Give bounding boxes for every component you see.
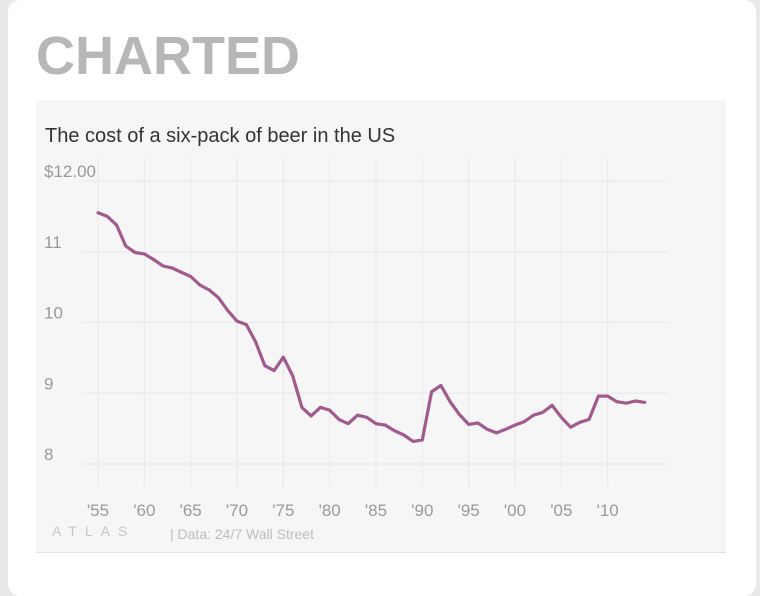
x-tick-label: '80 [319,501,341,520]
data-point [281,355,285,359]
data-point [513,423,517,427]
data-point [550,403,554,407]
y-tick-label: 10 [44,304,63,323]
data-source: | Data: 24/7 Wall Street [170,526,314,542]
x-axis-labels: '55 '60 '65 '70 '75 '80 '85 '90 '95 '00 '05 '10 [87,501,619,520]
data-point [485,427,489,431]
series-points [96,211,647,443]
data-point [467,422,471,426]
data-point [244,323,248,327]
x-tick-label: '65 [180,501,202,520]
data-point [226,309,230,312]
data-point [522,420,526,423]
x-tick-label: '55 [87,501,109,520]
data-point [606,394,610,398]
x-tick-label: '70 [226,501,248,520]
data-point [272,369,276,373]
x-tick-label: '60 [133,501,155,520]
y-grid [82,180,668,465]
data-point [532,413,535,417]
data-point [133,251,137,254]
data-point [624,401,628,405]
data-point [291,374,294,377]
data-point [569,425,572,429]
data-point [319,406,322,409]
data-point [115,223,118,227]
data-point [170,266,174,270]
data-point [504,427,508,431]
data-point [142,252,146,256]
y-tick-label: 11 [44,233,62,252]
data-point [587,418,591,421]
data-point [578,420,582,424]
x-tick-label: '00 [504,501,526,520]
data-point [634,399,637,403]
x-tick-label: '95 [458,501,480,520]
data-point [374,422,378,426]
data-point [96,211,100,215]
data-point [254,340,257,344]
data-point [346,422,350,426]
data-point [124,244,128,248]
x-tick-label: '05 [550,501,572,520]
data-point [439,384,443,387]
data-point [235,319,239,323]
y-tick-label: 9 [44,374,53,393]
data-point [207,288,211,292]
data-point [458,413,461,416]
y-tick-label: $12.00 [44,162,96,181]
data-point [420,438,424,442]
data-point [217,296,220,300]
data-point [309,414,313,418]
x-tick-label: '85 [365,501,387,520]
data-point [597,394,600,398]
data-point [383,423,387,427]
chart-panel [36,100,726,553]
data-point [263,364,267,368]
x-tick-label: '90 [411,501,433,520]
data-point [476,421,480,425]
data-point [337,418,341,421]
section-heading: CHARTED [36,26,300,86]
x-tick-label: '10 [597,501,619,520]
data-point [559,415,563,419]
data-point [495,431,498,435]
data-point [643,401,647,404]
atlas-logo: ATLAS [52,523,136,539]
data-point [198,283,202,287]
x-tick-label: '75 [272,501,294,520]
data-point [411,439,415,443]
y-tick-label: 8 [44,445,53,464]
data-point [448,400,452,404]
data-point [328,408,332,412]
data-point [615,400,619,404]
data-point [300,406,304,409]
y-axis-labels: $12.00 11 10 9 8 [44,162,96,464]
series-lines [96,211,647,443]
data-point [402,433,406,437]
data-point [105,214,109,218]
data-point [365,415,369,419]
data-point [189,275,193,278]
series-line [96,211,647,443]
chart-title: The cost of a six-pack of beer in the US [45,125,396,147]
data-point [152,258,156,261]
data-point [541,410,545,414]
data-point [393,429,396,433]
data-point [180,270,183,274]
data-point [356,413,359,417]
data-point [430,390,433,394]
data-point [161,264,165,268]
